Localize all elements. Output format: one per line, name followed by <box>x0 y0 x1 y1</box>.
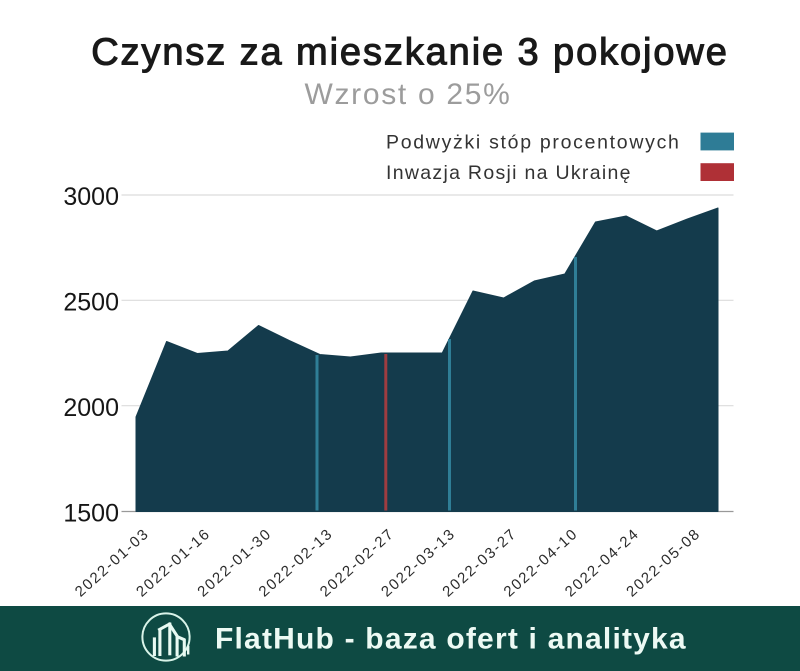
svg-text:2000: 2000 <box>63 394 119 422</box>
svg-text:Inwazja Rosji na Ukrainę: Inwazja Rosji na Ukrainę <box>386 162 632 184</box>
svg-text:Czynsz za mieszkanie 3 pokojow: Czynsz za mieszkanie 3 pokojowe <box>91 32 729 74</box>
svg-text:FlatHub - baza ofert i anality: FlatHub - baza ofert i analityka <box>215 623 687 656</box>
svg-text:1500: 1500 <box>63 499 119 527</box>
svg-text:2500: 2500 <box>63 289 119 317</box>
svg-text:3000: 3000 <box>63 183 119 211</box>
svg-text:Podwyżki stóp procentowych: Podwyżki stóp procentowych <box>386 131 681 153</box>
svg-text:Wzrost o 25%: Wzrost o 25% <box>304 78 511 111</box>
